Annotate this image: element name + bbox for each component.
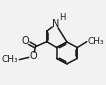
Text: CH₃: CH₃ — [88, 37, 105, 46]
Text: O: O — [22, 36, 29, 46]
Text: O: O — [29, 51, 37, 61]
Circle shape — [52, 21, 59, 27]
Text: H: H — [59, 13, 66, 22]
Circle shape — [22, 38, 29, 44]
Circle shape — [30, 53, 37, 60]
Text: N: N — [52, 19, 59, 29]
Text: CH₃: CH₃ — [2, 55, 18, 64]
